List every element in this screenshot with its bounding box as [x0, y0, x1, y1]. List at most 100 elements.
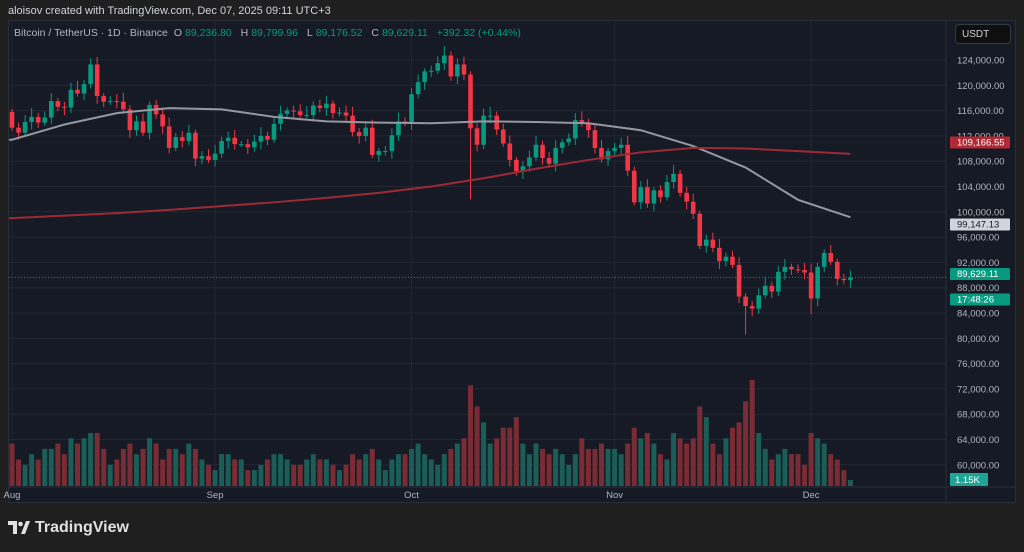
volume-bar: [48, 448, 54, 486]
tradingview-logo[interactable]: TradingView: [8, 519, 129, 537]
volume-bar: [808, 433, 814, 486]
candle-body: [311, 105, 316, 116]
candle-body: [677, 173, 683, 193]
y-tick-label: 64,000.00: [957, 435, 999, 446]
candle-body: [49, 101, 54, 118]
volume-bar: [206, 464, 211, 486]
candle-body: [749, 306, 755, 309]
volume-bar: [389, 459, 395, 486]
candle-body: [592, 130, 598, 148]
candle-body: [304, 115, 310, 117]
candle-body: [789, 266, 794, 270]
candle-body: [815, 266, 820, 299]
volume-bar: [618, 454, 624, 486]
symbol-title[interactable]: Bitcoin / TetherUS · 1D · Binance: [14, 27, 168, 39]
candle-body: [278, 113, 283, 124]
candle-body: [782, 266, 788, 272]
volume-bar: [592, 448, 598, 486]
y-tick-label: 100,000.00: [957, 207, 1005, 218]
volume-bar: [677, 438, 683, 486]
volume-bar: [605, 448, 611, 486]
candle-body: [343, 112, 349, 116]
tradingview-logo-icon: [8, 521, 30, 534]
volume-bar: [245, 470, 251, 486]
volume-bar: [81, 438, 87, 486]
currency-button[interactable]: USDT: [955, 24, 1011, 44]
volume-bar: [402, 454, 408, 486]
volume-bar: [94, 433, 100, 486]
volume-bar: [369, 448, 375, 486]
candle-body: [140, 121, 146, 133]
candle-body: [186, 132, 192, 141]
ma200-price-tag-bg: [950, 136, 1010, 149]
volume-bar: [671, 433, 677, 486]
ohlc-close: C 89,629.11: [371, 27, 431, 39]
ohlc-open: O 89,236.80: [174, 27, 235, 39]
candle-body: [383, 151, 388, 153]
candle-body: [206, 156, 211, 160]
candle-body: [710, 239, 716, 248]
candle-body: [199, 156, 205, 159]
candle-body: [586, 122, 591, 131]
symbol-legend: Bitcoin / TetherUS · 1D · Binance O 89,23…: [14, 27, 524, 39]
candle-body: [121, 101, 126, 110]
volume-bar: [435, 464, 441, 486]
candle-body: [415, 82, 421, 95]
volume-bar: [271, 454, 277, 486]
x-tick-label: Sep: [207, 490, 224, 501]
candle-body: [631, 170, 637, 203]
ma50-line: [9, 107, 851, 219]
volume-bar: [278, 454, 284, 486]
volume-bar: [35, 459, 41, 486]
volume-bar: [631, 427, 637, 486]
close-label: C: [371, 27, 379, 39]
candle-body: [546, 158, 552, 164]
volume-bar: [749, 380, 755, 486]
close-value: 89,629.11: [381, 27, 428, 39]
candle-body: [22, 121, 28, 133]
volume-bar: [664, 459, 670, 486]
candle-body: [422, 71, 427, 83]
y-tick-label: 84,000.00: [957, 309, 999, 320]
candle-body: [193, 132, 198, 159]
volume-bar: [500, 427, 506, 486]
y-tick-label: 104,000.00: [957, 182, 1005, 193]
volume-bar: [559, 454, 565, 486]
candle-body: [533, 144, 539, 158]
volume-bar: [376, 459, 382, 486]
candle-body: [658, 190, 663, 198]
volume-bar: [343, 464, 349, 486]
volume-bar: [743, 401, 749, 486]
volume-bar: [101, 448, 107, 486]
volume-bar: [553, 448, 559, 486]
y-tick-label: 124,000.00: [957, 56, 1005, 67]
candle-body: [455, 64, 460, 77]
candle-body: [297, 111, 303, 116]
candle-body: [808, 272, 814, 299]
volume-bar: [330, 464, 336, 486]
low-value: 89,176.52: [315, 27, 363, 39]
candle-body: [612, 147, 617, 152]
candle-body: [114, 101, 120, 103]
candle-body: [481, 115, 486, 145]
chart-pane[interactable]: [8, 20, 1016, 503]
volume-bar: [474, 406, 480, 486]
open-value: 89,236.80: [184, 27, 232, 39]
volume-bar: [540, 448, 546, 486]
low-label: L: [306, 27, 313, 39]
candle-body: [219, 140, 224, 154]
candle-body: [271, 123, 277, 140]
candle-body: [802, 269, 807, 273]
candle-body: [599, 147, 604, 160]
candle-body: [573, 120, 578, 139]
candle-body: [127, 109, 133, 131]
volume-bar: [317, 459, 323, 486]
volume-bar: [127, 443, 133, 486]
y-tick-label: 80,000.00: [957, 334, 999, 345]
candle-body: [428, 70, 434, 72]
candle-body: [134, 121, 139, 131]
candle-body: [180, 137, 185, 141]
candle-body: [736, 264, 742, 297]
volume-bar: [55, 443, 61, 486]
